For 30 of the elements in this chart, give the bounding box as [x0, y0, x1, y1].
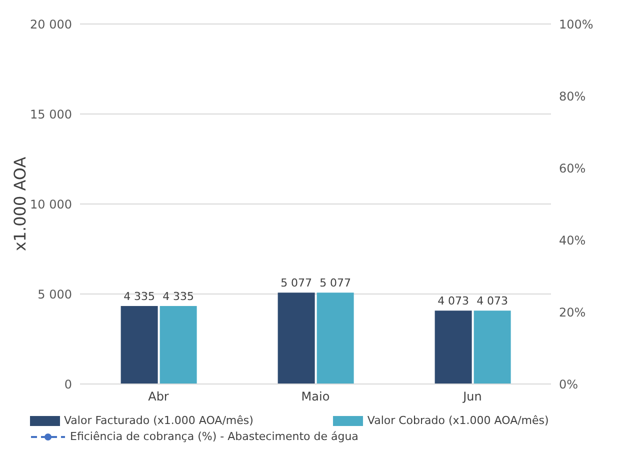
y-tick-label: 20 000	[30, 17, 72, 32]
y2-tick-label: 60%	[559, 161, 586, 176]
x-tick-label: Maio	[301, 390, 330, 404]
bar	[316, 292, 354, 384]
data-label: 5 077	[280, 276, 312, 290]
legend-label: Eficiência de cobrança (%) - Abastecimento de água	[70, 430, 358, 443]
x-tick-label: Jun	[462, 390, 482, 404]
bar	[434, 310, 472, 384]
y-tick-label: 15 000	[30, 107, 72, 122]
x-tick-label: Abr	[148, 390, 169, 404]
y-tick-label: 0	[64, 377, 72, 392]
bar	[120, 306, 158, 384]
data-label: 5 077	[320, 276, 352, 290]
y-axis-title: x1.000 AOA	[10, 156, 30, 252]
y2-tick-label: 0%	[559, 377, 578, 392]
y-tick-label: 5 000	[38, 287, 72, 302]
y2-tick-label: 80%	[559, 89, 586, 104]
bar	[278, 292, 315, 384]
data-label: 4 073	[438, 294, 470, 308]
data-label: 4 335	[124, 290, 156, 303]
y2-tick-label: 40%	[559, 233, 586, 248]
data-label: 4 335	[162, 290, 194, 303]
bar	[160, 306, 197, 384]
y-tick-label: 10 000	[30, 197, 72, 212]
bar	[474, 310, 511, 384]
data-label: 4 073	[476, 294, 508, 308]
legend-label: Valor Facturado (x1.000 AOA/mês)	[64, 414, 254, 427]
y2-tick-label: 100%	[559, 17, 594, 32]
y2-tick-label: 20%	[559, 305, 586, 320]
legend-label: Valor Cobrado (x1.000 AOA/mês)	[367, 414, 549, 427]
